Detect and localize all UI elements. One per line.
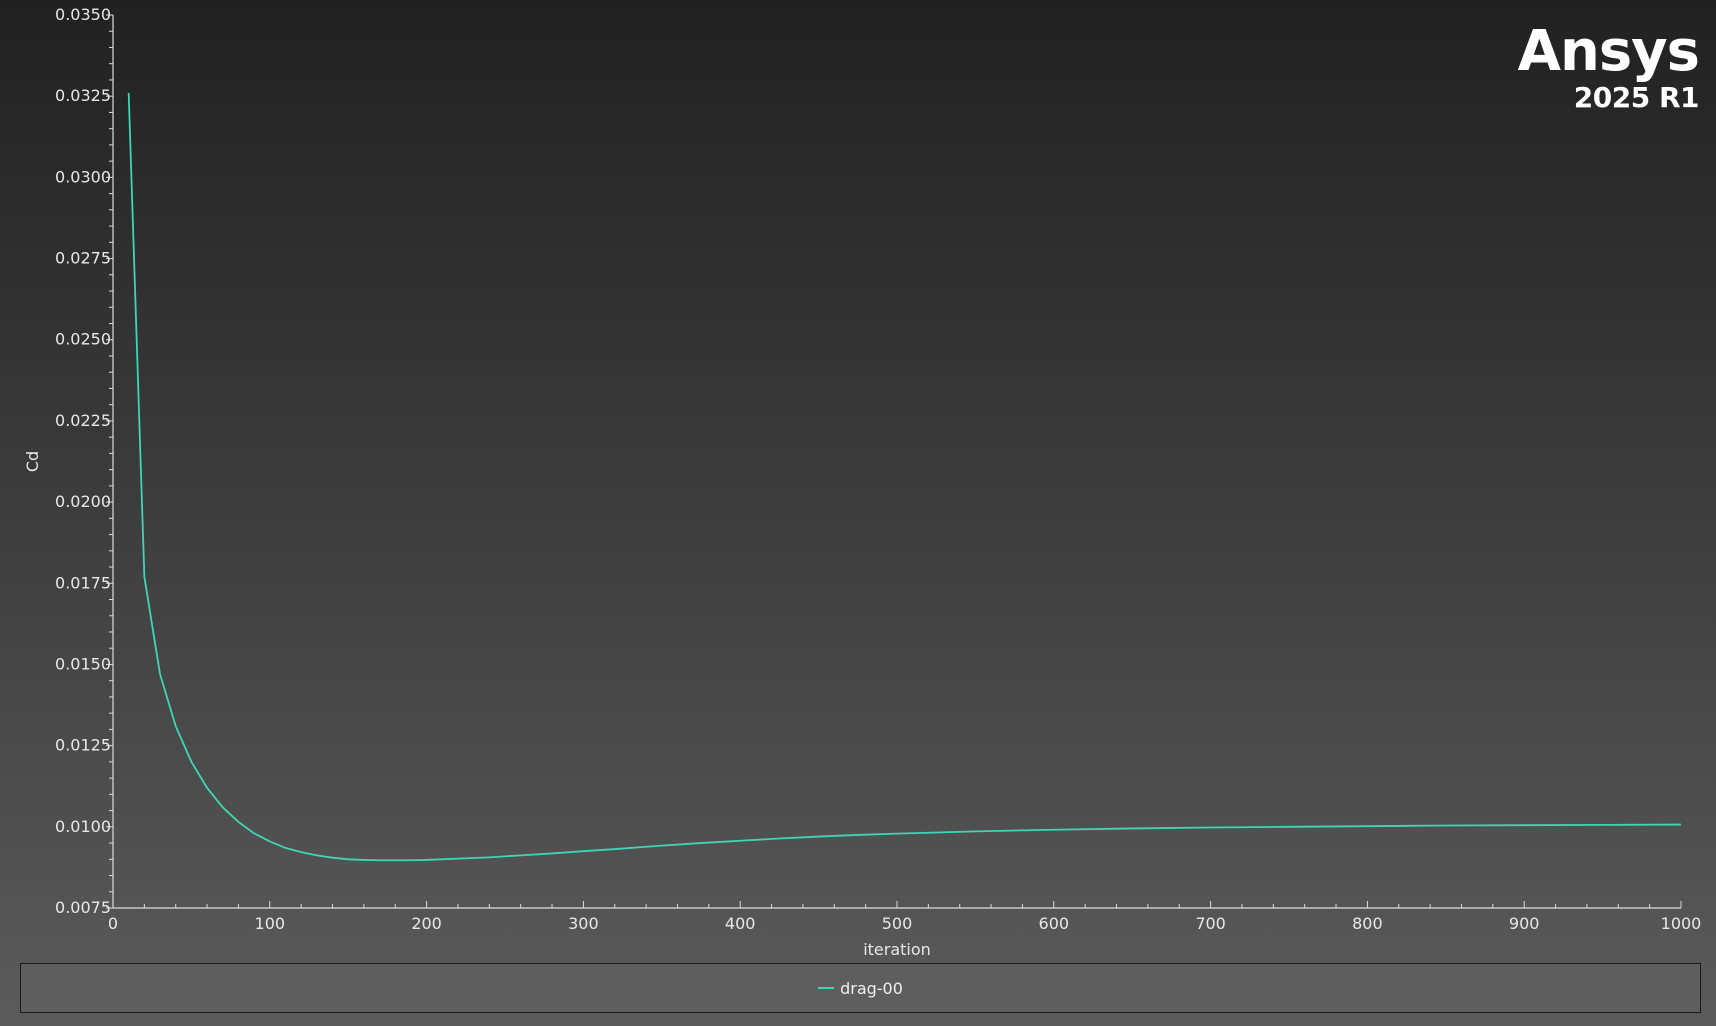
series-line-drag-00 <box>127 92 1682 862</box>
y-tick-label: 0.0200 <box>55 492 111 511</box>
x-tick-label: 100 <box>255 914 286 933</box>
x-tick-label: 400 <box>725 914 756 933</box>
y-tick-label: 0.0125 <box>55 736 111 755</box>
series-layer <box>127 92 1682 862</box>
x-tick-label: 700 <box>1195 914 1226 933</box>
x-tick-label: 500 <box>882 914 913 933</box>
ansys-logo: Ansys 2025 R1 <box>1517 19 1700 114</box>
y-tick-label: 0.0350 <box>55 5 111 24</box>
y-tick-label: 0.0100 <box>55 817 111 836</box>
x-tick-label: 800 <box>1352 914 1383 933</box>
y-tick-label: 0.0225 <box>55 411 111 430</box>
y-tick-label: 0.0300 <box>55 167 111 186</box>
logo-version: 2025 R1 <box>1573 81 1700 114</box>
legend: drag-00 <box>20 963 1701 1013</box>
y-tick-label: 0.0275 <box>55 249 111 268</box>
y-axis: 0.0075 0.0100 0.0125 0.0150 0.0175 0.0200 0.02… <box>55 5 114 917</box>
legend-swatch <box>818 987 835 989</box>
x-tick-label: 1000 <box>1661 914 1702 933</box>
x-tick-label: 300 <box>568 914 599 933</box>
y-tick-label: 0.0325 <box>55 86 111 105</box>
legend-label: drag-00 <box>840 978 903 998</box>
legend-entry[interactable]: drag-00 <box>818 979 903 998</box>
y-axis-title: Cd <box>23 451 42 472</box>
y-tick-label: 0.0175 <box>55 573 111 592</box>
y-tick-label: 0.0150 <box>55 654 111 673</box>
x-tick-label: 600 <box>1039 914 1070 933</box>
x-tick-label: 0 <box>108 914 118 933</box>
logo-name: Ansys <box>1517 19 1700 84</box>
x-tick-label: 200 <box>411 914 442 933</box>
y-tick-label: 0.0250 <box>55 330 111 349</box>
x-tick-label: 900 <box>1509 914 1540 933</box>
y-tick-label: 0.0075 <box>55 898 111 917</box>
x-axis-title: iteration <box>863 940 931 959</box>
x-axis: 0 100 200 300 400 500 600 700 800 900 1000 <box>108 901 1701 933</box>
